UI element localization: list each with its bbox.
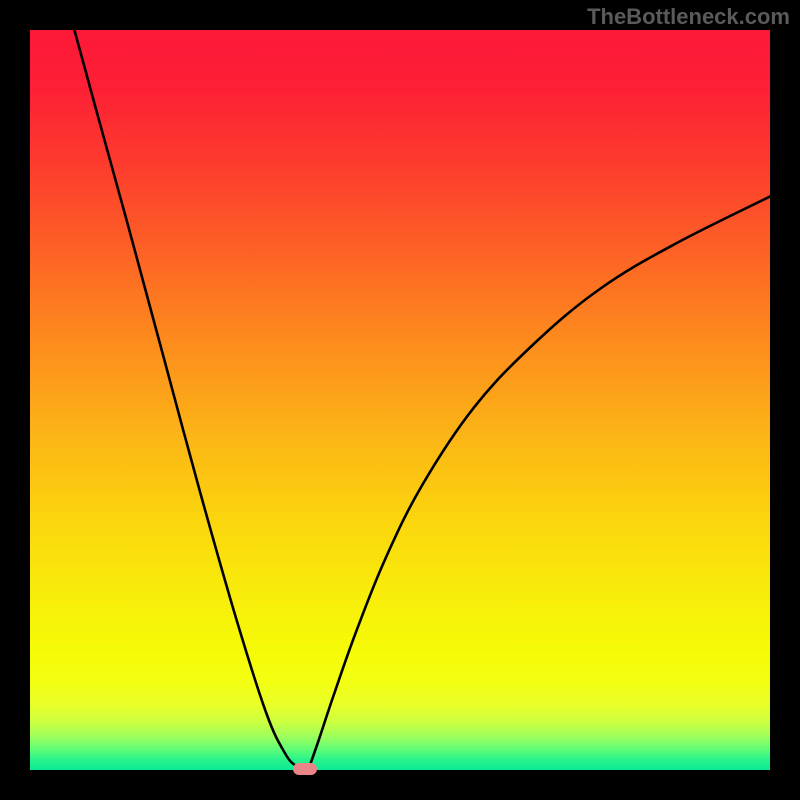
plot-area [30, 30, 770, 770]
chart-container: TheBottleneck.com [0, 0, 800, 800]
optimum-marker [293, 763, 317, 775]
watermark: TheBottleneck.com [587, 4, 790, 30]
curve-right-branch [308, 197, 770, 771]
curve-left-branch [74, 30, 303, 770]
watermark-text: TheBottleneck.com [587, 4, 790, 29]
curve-layer [30, 30, 770, 770]
